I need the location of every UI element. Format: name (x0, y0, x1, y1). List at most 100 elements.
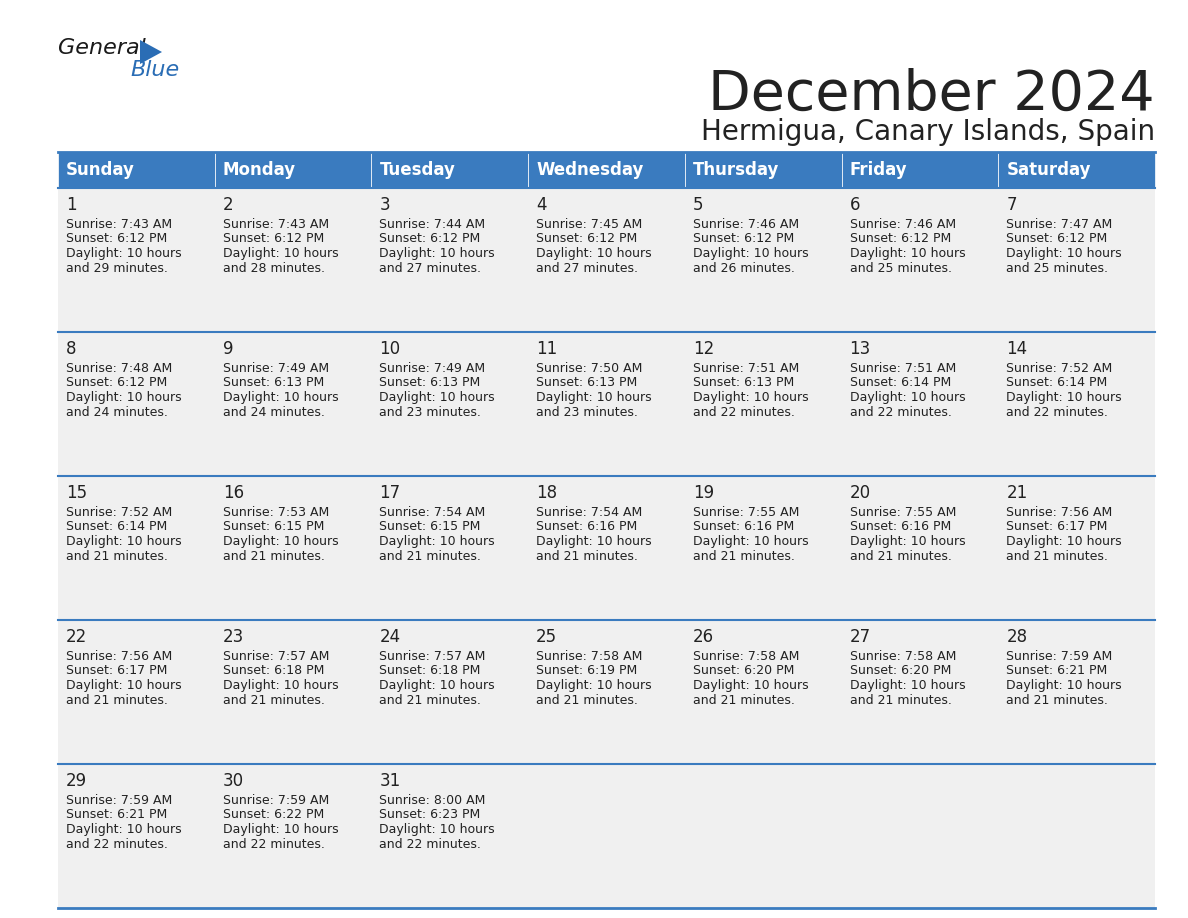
Text: Saturday: Saturday (1006, 161, 1091, 179)
Text: Daylight: 10 hours: Daylight: 10 hours (379, 535, 495, 548)
Text: and 21 minutes.: and 21 minutes. (1006, 550, 1108, 563)
Text: and 25 minutes.: and 25 minutes. (849, 262, 952, 274)
Bar (372, 332, 529, 476)
Text: Daylight: 10 hours: Daylight: 10 hours (693, 247, 809, 260)
Text: Daylight: 10 hours: Daylight: 10 hours (379, 247, 495, 260)
Bar (841, 332, 998, 476)
Text: and 28 minutes.: and 28 minutes. (222, 262, 324, 274)
Bar (215, 764, 372, 908)
Text: and 27 minutes.: and 27 minutes. (536, 262, 638, 274)
Text: Sunrise: 7:54 AM: Sunrise: 7:54 AM (379, 506, 486, 519)
Text: 27: 27 (849, 628, 871, 646)
Text: Sunset: 6:15 PM: Sunset: 6:15 PM (222, 521, 324, 533)
Bar (529, 152, 684, 188)
Text: 25: 25 (536, 628, 557, 646)
Text: Blue: Blue (129, 60, 179, 80)
Text: Sunset: 6:16 PM: Sunset: 6:16 PM (693, 521, 794, 533)
Text: Sunset: 6:12 PM: Sunset: 6:12 PM (67, 232, 168, 245)
Text: Sunrise: 7:59 AM: Sunrise: 7:59 AM (67, 794, 172, 807)
Text: 15: 15 (67, 484, 87, 502)
Text: Sunrise: 7:57 AM: Sunrise: 7:57 AM (379, 650, 486, 663)
Text: Daylight: 10 hours: Daylight: 10 hours (1006, 679, 1121, 692)
Text: 26: 26 (693, 628, 714, 646)
Text: Sunrise: 7:50 AM: Sunrise: 7:50 AM (536, 362, 643, 375)
Text: Sunday: Sunday (67, 161, 135, 179)
Text: and 22 minutes.: and 22 minutes. (379, 837, 481, 850)
Text: and 22 minutes.: and 22 minutes. (1006, 406, 1108, 419)
Bar (215, 620, 372, 764)
Text: Sunset: 6:19 PM: Sunset: 6:19 PM (536, 665, 638, 677)
Bar (841, 188, 998, 332)
Text: Sunrise: 7:51 AM: Sunrise: 7:51 AM (693, 362, 800, 375)
Text: Sunset: 6:15 PM: Sunset: 6:15 PM (379, 521, 481, 533)
Text: 22: 22 (67, 628, 87, 646)
Text: Sunset: 6:23 PM: Sunset: 6:23 PM (379, 809, 481, 822)
Bar (684, 620, 841, 764)
Text: 16: 16 (222, 484, 244, 502)
Text: Sunrise: 7:51 AM: Sunrise: 7:51 AM (849, 362, 956, 375)
Bar (372, 152, 529, 188)
Bar (529, 764, 684, 908)
Text: 28: 28 (1006, 628, 1028, 646)
Text: Daylight: 10 hours: Daylight: 10 hours (222, 247, 339, 260)
Text: Sunset: 6:20 PM: Sunset: 6:20 PM (849, 665, 950, 677)
Text: Sunset: 6:12 PM: Sunset: 6:12 PM (536, 232, 638, 245)
Text: Daylight: 10 hours: Daylight: 10 hours (849, 247, 965, 260)
Bar (684, 152, 841, 188)
Text: and 21 minutes.: and 21 minutes. (849, 550, 952, 563)
Text: General: General (58, 38, 146, 58)
Text: Daylight: 10 hours: Daylight: 10 hours (67, 679, 182, 692)
Bar (372, 476, 529, 620)
Text: Daylight: 10 hours: Daylight: 10 hours (222, 679, 339, 692)
Text: Sunset: 6:12 PM: Sunset: 6:12 PM (379, 232, 481, 245)
Text: Sunrise: 7:49 AM: Sunrise: 7:49 AM (222, 362, 329, 375)
Text: Daylight: 10 hours: Daylight: 10 hours (222, 391, 339, 404)
Text: and 24 minutes.: and 24 minutes. (222, 406, 324, 419)
Text: Sunrise: 7:58 AM: Sunrise: 7:58 AM (693, 650, 800, 663)
Bar (998, 476, 1155, 620)
Text: Sunrise: 8:00 AM: Sunrise: 8:00 AM (379, 794, 486, 807)
Text: and 27 minutes.: and 27 minutes. (379, 262, 481, 274)
Text: Daylight: 10 hours: Daylight: 10 hours (693, 391, 809, 404)
Text: Sunrise: 7:52 AM: Sunrise: 7:52 AM (67, 506, 172, 519)
Text: and 21 minutes.: and 21 minutes. (379, 693, 481, 707)
Polygon shape (140, 40, 162, 64)
Text: 6: 6 (849, 196, 860, 214)
Text: Daylight: 10 hours: Daylight: 10 hours (379, 679, 495, 692)
Bar (372, 620, 529, 764)
Bar (215, 188, 372, 332)
Text: Daylight: 10 hours: Daylight: 10 hours (536, 391, 652, 404)
Text: and 21 minutes.: and 21 minutes. (67, 693, 168, 707)
Bar (998, 152, 1155, 188)
Text: and 23 minutes.: and 23 minutes. (379, 406, 481, 419)
Text: December 2024: December 2024 (708, 68, 1155, 122)
Text: Sunrise: 7:54 AM: Sunrise: 7:54 AM (536, 506, 643, 519)
Text: Daylight: 10 hours: Daylight: 10 hours (693, 535, 809, 548)
Text: Sunrise: 7:53 AM: Sunrise: 7:53 AM (222, 506, 329, 519)
Bar (684, 764, 841, 908)
Text: 24: 24 (379, 628, 400, 646)
Text: 8: 8 (67, 340, 76, 358)
Bar (529, 332, 684, 476)
Text: Tuesday: Tuesday (379, 161, 455, 179)
Bar (529, 620, 684, 764)
Text: 20: 20 (849, 484, 871, 502)
Text: Daylight: 10 hours: Daylight: 10 hours (222, 535, 339, 548)
Bar (58, 152, 215, 188)
Text: Sunset: 6:13 PM: Sunset: 6:13 PM (536, 376, 638, 389)
Text: 18: 18 (536, 484, 557, 502)
Text: Sunrise: 7:55 AM: Sunrise: 7:55 AM (849, 506, 956, 519)
Bar (58, 332, 215, 476)
Text: Sunset: 6:12 PM: Sunset: 6:12 PM (67, 376, 168, 389)
Text: Sunrise: 7:55 AM: Sunrise: 7:55 AM (693, 506, 800, 519)
Text: Sunset: 6:21 PM: Sunset: 6:21 PM (1006, 665, 1107, 677)
Bar (684, 188, 841, 332)
Text: Sunrise: 7:45 AM: Sunrise: 7:45 AM (536, 218, 643, 231)
Bar (841, 152, 998, 188)
Text: Sunset: 6:12 PM: Sunset: 6:12 PM (849, 232, 950, 245)
Bar (998, 764, 1155, 908)
Text: Daylight: 10 hours: Daylight: 10 hours (536, 679, 652, 692)
Text: and 21 minutes.: and 21 minutes. (849, 693, 952, 707)
Text: Sunset: 6:16 PM: Sunset: 6:16 PM (536, 521, 638, 533)
Text: and 21 minutes.: and 21 minutes. (536, 693, 638, 707)
